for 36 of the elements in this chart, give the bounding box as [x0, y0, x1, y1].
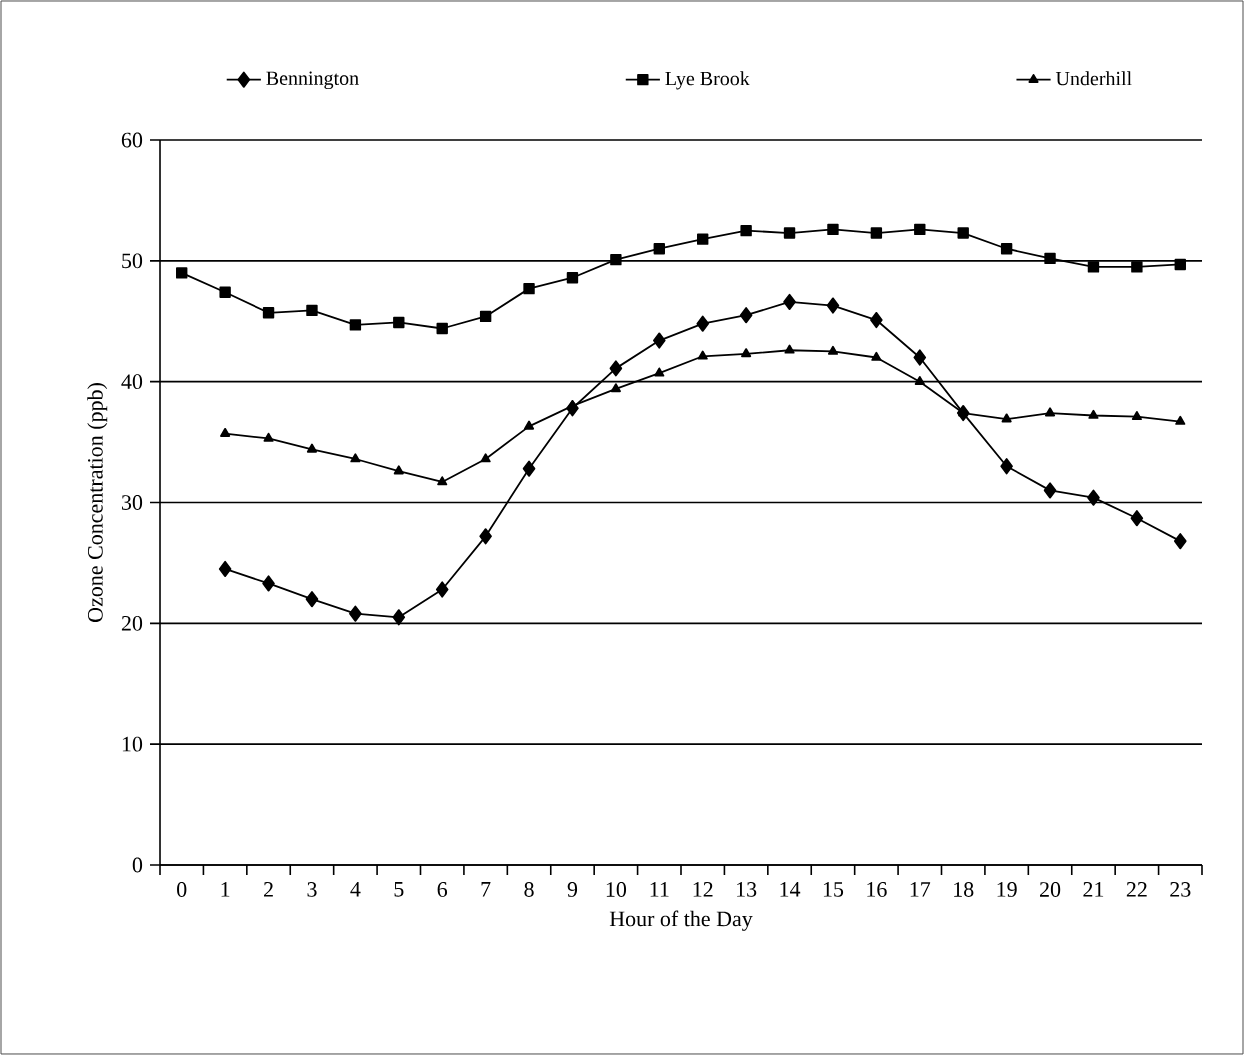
y-tick-label: 50 — [122, 253, 143, 269]
legend-label: Lye Brook — [665, 71, 750, 90]
x-tick-label: 11 — [650, 882, 669, 897]
x-tick-label: 18 — [954, 882, 974, 897]
x-tick-label: 23 — [1170, 882, 1191, 897]
x-tick-label: 8 — [524, 882, 534, 897]
x-tick-label: 20 — [1040, 882, 1061, 897]
y-tick-label: 10 — [122, 736, 143, 752]
x-tick-label: 0 — [177, 882, 187, 897]
x-tick-label: 19 — [997, 882, 1017, 897]
y-axis-title: Ozone Concentration (ppb) — [87, 383, 108, 622]
y-tick-label: 40 — [121, 374, 143, 390]
x-tick-label: 3 — [307, 882, 317, 897]
x-tick-label: 10 — [606, 882, 627, 897]
legend-label: Underhill — [1055, 71, 1132, 86]
x-tick-label: 7 — [481, 882, 491, 897]
x-tick-label: 9 — [567, 882, 578, 897]
x-tick-label: 4 — [350, 882, 361, 897]
y-tick-label: 30 — [122, 495, 143, 510]
x-tick-label: 2 — [264, 882, 273, 897]
x-tick-label: 14 — [780, 882, 801, 897]
x-tick-label: 5 — [394, 882, 404, 897]
x-axis-title: Hour of the Day — [609, 910, 753, 931]
x-tick-label: 22 — [1126, 882, 1147, 897]
x-tick-label: 6 — [437, 882, 448, 897]
x-tick-label: 16 — [867, 882, 887, 897]
x-tick-label: 12 — [693, 882, 713, 897]
y-tick-label: 60 — [121, 132, 143, 148]
x-tick-label: 13 — [737, 882, 757, 897]
x-tick-label: 1 — [221, 882, 230, 897]
y-tick-label: 20 — [121, 615, 143, 631]
x-tick-label: 21 — [1083, 882, 1104, 897]
legend-label: Bennington — [266, 71, 359, 90]
y-tick-label: 0 — [132, 857, 143, 873]
x-tick-label: 15 — [823, 882, 844, 897]
x-tick-label: 17 — [910, 882, 931, 897]
